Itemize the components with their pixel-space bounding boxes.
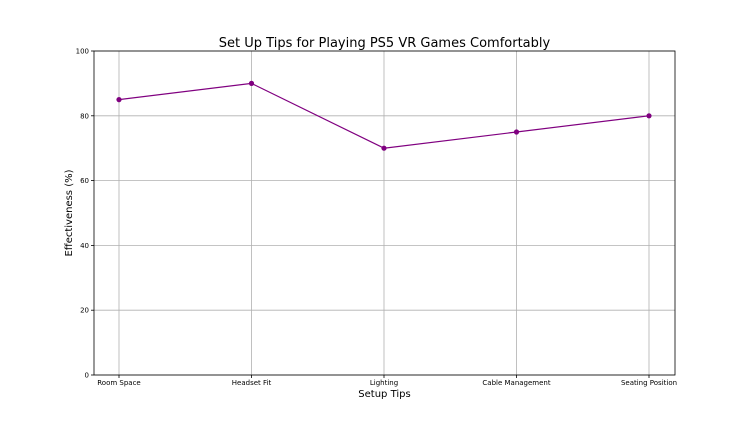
data-point: [248, 80, 255, 86]
series-layer: [116, 80, 652, 151]
x-tick-label: Headset Fit: [232, 379, 272, 387]
y-tick-label: 40: [80, 242, 89, 250]
plot-frame: [93, 50, 676, 376]
x-tick-label: Room Space: [97, 379, 141, 387]
y-tick-label: 60: [80, 177, 89, 185]
y-tick-label: 80: [80, 112, 89, 120]
y-tick-label: 20: [80, 307, 89, 315]
data-point: [513, 129, 520, 135]
x-tick-label: Lighting: [370, 379, 398, 387]
data-point: [381, 145, 387, 151]
y-tick-label: 0: [85, 372, 89, 380]
y-tick-label: 100: [76, 48, 89, 56]
x-axis-label: Setup Tips: [358, 389, 410, 400]
chart-title: Set Up Tips for Playing PS5 VR Games Com…: [219, 36, 551, 51]
y-axis-label: Effectiveness (%): [64, 169, 75, 256]
x-tick-label: Cable Management: [482, 379, 550, 387]
data-point: [646, 113, 652, 119]
axis-ticks: Room Space Headset Fit Lighting Cable Manag…: [76, 48, 677, 388]
data-point: [116, 97, 122, 103]
x-tick-label: Seating Position: [621, 379, 677, 387]
grid: [94, 50, 675, 376]
